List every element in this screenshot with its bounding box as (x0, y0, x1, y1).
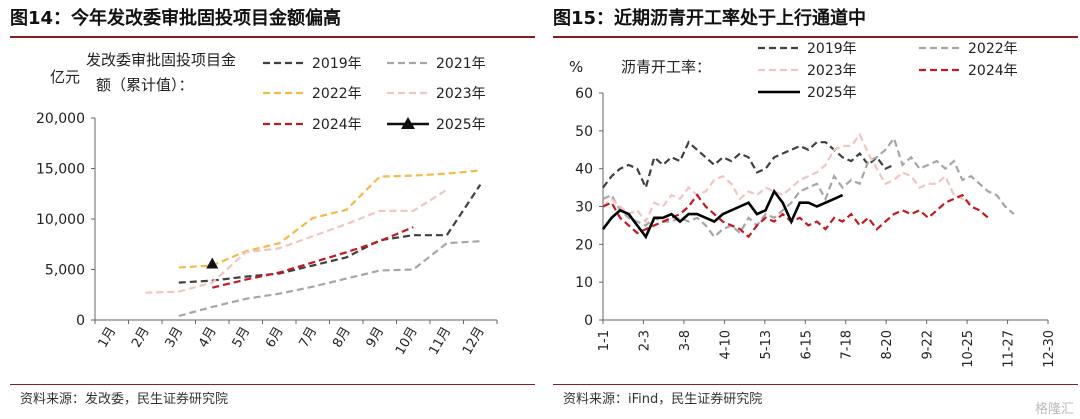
series-line-2022年 (178, 169, 481, 269)
x-tick-label: 6-15 (799, 330, 814, 360)
y-tick-label: 20 (575, 237, 593, 253)
x-tick-label: 12-30 (1042, 330, 1057, 368)
source-note: 资料来源：发改委，民生证券研究院 (20, 392, 229, 407)
series-line-2019年 (602, 140, 895, 191)
series-line-2023年 (145, 188, 448, 294)
x-tick-label: 7-18 (840, 330, 855, 360)
y-tick-label: 60 (575, 86, 593, 102)
legend-label: 2021年 (436, 56, 486, 72)
series-line-2025年 (601, 188, 844, 240)
x-tick-label: 11月 (426, 325, 454, 358)
panel-asphalt-operating-rate: 图15：近期沥青开工率处于上行通道中 0 10 20 30 40 50 60 1-1 2-3 3-… (553, 0, 1078, 419)
chart-title: 沥青开工率： (621, 58, 711, 76)
x-tick-label: 6月 (263, 325, 287, 351)
panel-fixed-asset-investment: 图14：今年发改委审批固投项目金额偏高 0 5,000 10,000 15,000 20… (10, 0, 535, 419)
x-tick-label: 1月 (96, 325, 120, 351)
x-tick-label: 12月 (460, 325, 488, 358)
legend-label: 2023年 (807, 63, 857, 79)
y-tick-label: 5,000 (45, 263, 85, 279)
x-tick-label: 4-10 (718, 330, 733, 360)
x-tick-label: 5月 (230, 325, 254, 351)
y-tick-label: 20,000 (36, 111, 85, 127)
x-tick-label: 1-1 (597, 330, 612, 351)
x-tick-label: 10-25 (961, 330, 976, 368)
legend-label: 2022年 (312, 86, 362, 102)
legend-label: 2025年 (807, 85, 857, 101)
source-note: 资料来源：iFind，民生证券研究院 (563, 392, 763, 407)
series-line-2024年 (212, 226, 414, 289)
x-tick-label: 3-8 (678, 330, 693, 351)
source-divider (10, 384, 535, 385)
x-tick-label: 9-22 (921, 330, 936, 360)
x-tick-label: 8月 (330, 325, 354, 351)
x-tick-label: 10月 (393, 325, 421, 358)
legend-label: 2022年 (968, 41, 1018, 57)
y-axis-label: 亿元 (50, 68, 80, 86)
chart-fixed-asset-investment: 0 5,000 10,000 15,000 20,000 1月 2月 3月 4月 5月 6月 7月 8月… (36, 51, 498, 358)
y-tick-label: 50 (575, 124, 593, 140)
data-point-marker (206, 257, 219, 269)
title-divider (10, 36, 535, 38)
y-tick-label: 0 (76, 313, 85, 329)
legend-label: 2019年 (312, 56, 362, 72)
x-tick-label: 5-13 (759, 330, 774, 360)
x-tick-label: 3月 (163, 325, 187, 351)
series-line-2019年 (178, 184, 482, 284)
series-line-2023年 (602, 132, 972, 224)
legend-label: 2023年 (436, 86, 486, 102)
chart-asphalt-operating-rate: 0 10 20 30 40 50 60 1-1 2-3 3-8 4-10 5-13 6-15 7-18 8-… (569, 41, 1057, 368)
y-tick-label: 10,000 (36, 212, 85, 228)
y-tick-label: 40 (575, 162, 593, 178)
x-tick-label: 2月 (129, 325, 153, 351)
x-tick-label: 8-20 (880, 330, 895, 360)
legend-label: 2025年 (436, 117, 486, 133)
y-tick-label: 0 (584, 313, 593, 329)
source-divider (553, 384, 1078, 385)
legend-label: 2024年 (312, 117, 362, 133)
legend-label: 2024年 (968, 63, 1018, 79)
legend-marker (401, 117, 415, 129)
chart-title: 发改委审批固投项目金 (86, 51, 236, 69)
series-line-2022年 (602, 136, 1015, 239)
figure-title: 图15：近期沥青开工率处于上行通道中 (553, 8, 867, 29)
title-divider (553, 36, 1078, 38)
y-tick-label: 30 (575, 200, 593, 216)
y-tick-label: 10 (575, 275, 593, 291)
watermark-logo: 格隆汇 (1034, 402, 1074, 417)
figure-title: 图14：今年发改委审批固投项目金额偏高 (10, 8, 342, 29)
y-tick-label: 15,000 (36, 162, 85, 178)
chart-title-continued: 额（累计值）： (96, 76, 194, 94)
legend-label: 2019年 (807, 41, 857, 57)
series-line-2024年 (602, 193, 989, 239)
y-axis-label: % (569, 58, 583, 76)
x-tick-label: 7月 (297, 325, 321, 351)
x-tick-label: 9月 (364, 325, 388, 351)
x-tick-label: 4月 (196, 325, 220, 351)
x-tick-label: 2-3 (637, 330, 652, 351)
series-line-2021年 (178, 240, 481, 318)
x-tick-label: 11-27 (1002, 330, 1017, 368)
